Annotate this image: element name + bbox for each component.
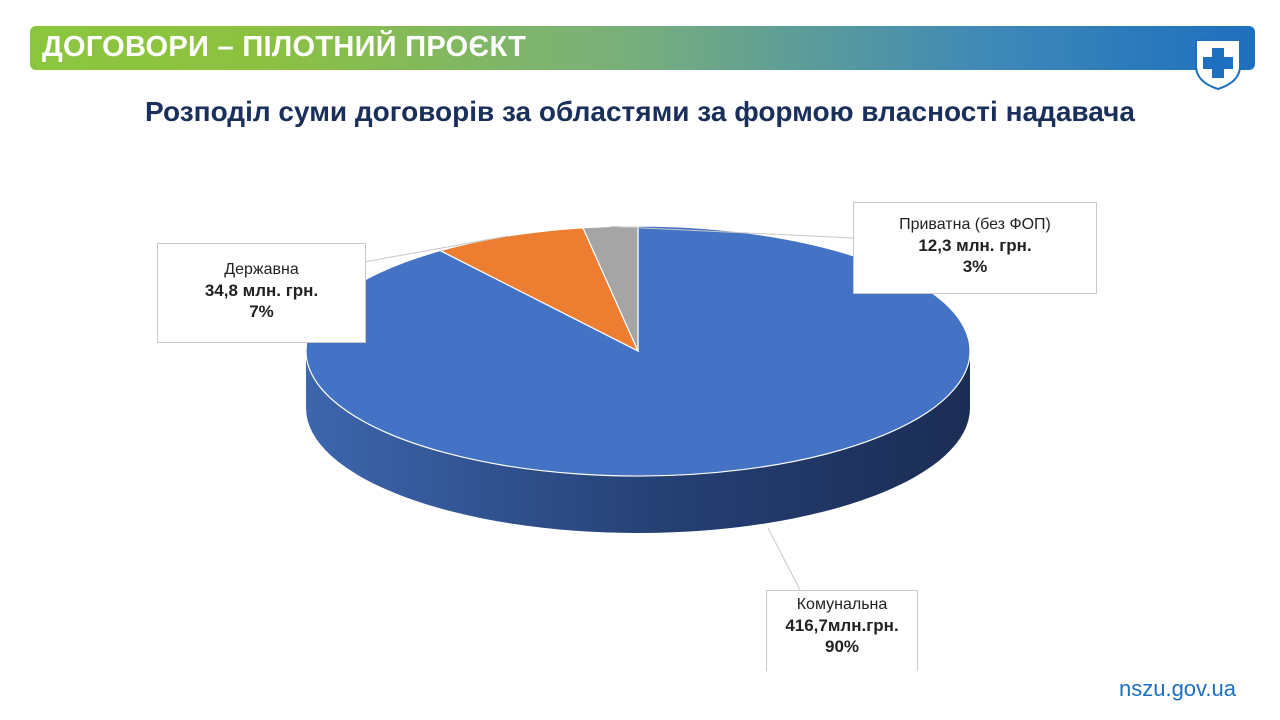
pie-slice-1: [438, 227, 640, 353]
pie-side-wall: [306, 351, 970, 533]
slice-percent: 3%: [962, 257, 988, 276]
slice-percent: 90%: [824, 637, 860, 656]
leader-line-1: [363, 235, 509, 263]
slice-value: 12,3 млн. грн.: [918, 236, 1032, 255]
callout-pryvatna: Приватна (без ФОП) 12,3 млн. грн. 3%: [853, 202, 1097, 294]
footer-site-link[interactable]: nszu.gov.ua: [1118, 676, 1236, 701]
leader-line-0: [767, 527, 801, 591]
slice-value: 416,7млн.грн.: [785, 616, 899, 635]
slice-label: Приватна (без ФОП): [899, 216, 1051, 233]
slice-percent: 7%: [249, 302, 274, 321]
chart-title: Розподіл суми договорів за областями за …: [145, 96, 1135, 127]
slice-label: Комунальна: [796, 596, 888, 613]
callout-derzhavna: Державна 34,8 млн. грн. 7%: [157, 243, 366, 343]
header-title: ДОГОВОРИ – ПІЛОТНИЙ ПРОЄКТ: [42, 31, 527, 63]
slice-value: 34,8 млн. грн.: [204, 281, 319, 300]
medical-cross-shield-icon: [1195, 39, 1241, 90]
slice-label: Державна: [224, 261, 299, 278]
pie-slice-2: [582, 225, 639, 352]
leader-line-2: [610, 225, 854, 239]
header-banner: ДОГОВОРИ – ПІЛОТНИЙ ПРОЄКТ: [30, 26, 1255, 70]
callout-komunalna: Комунальна 416,7млн.грн. 90%: [766, 590, 918, 671]
